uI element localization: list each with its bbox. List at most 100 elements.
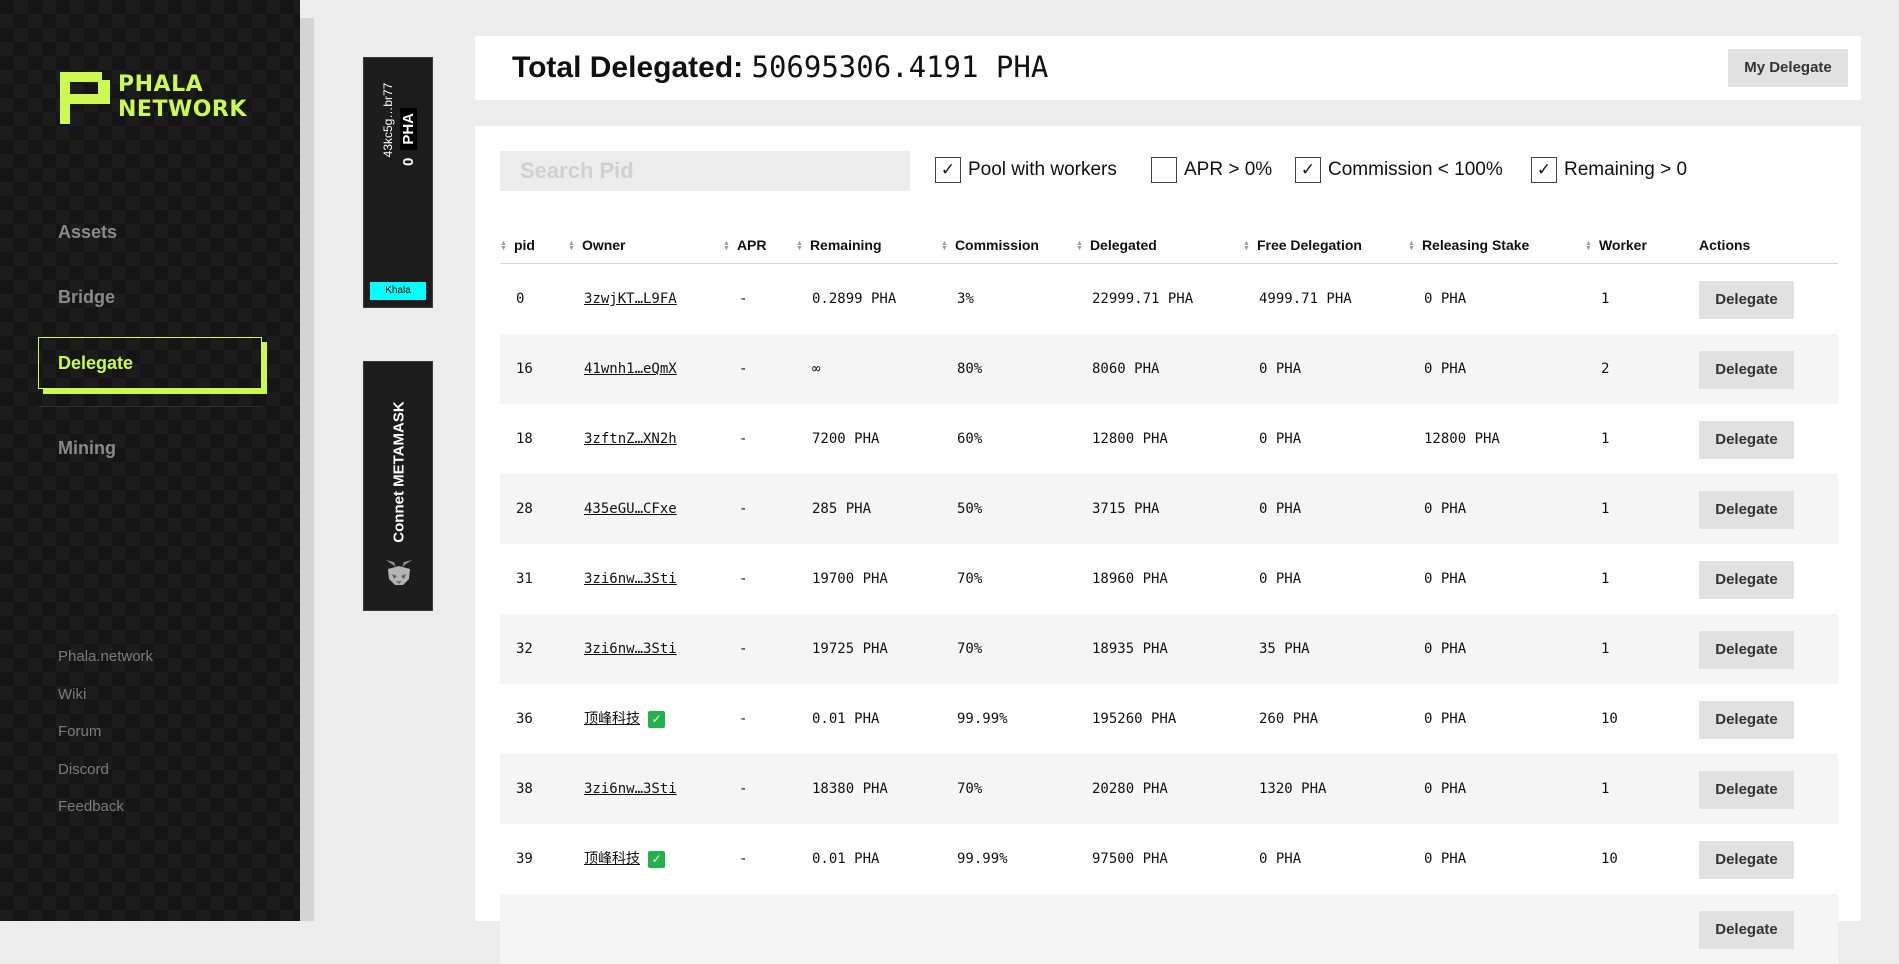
delegated-cell: 8060 PHA: [1092, 361, 1160, 377]
sort-icon: ▲ ▼: [500, 240, 507, 253]
delegate-button[interactable]: Delegate: [1699, 841, 1794, 879]
delegated-cell: 12800 PHA: [1092, 431, 1168, 447]
sort-icon: ▲ ▼: [723, 240, 730, 253]
metamask-fox-icon: [386, 560, 412, 585]
footer-link-discord[interactable]: Discord: [58, 761, 109, 778]
checkbox-commission[interactable]: ✓: [1295, 157, 1321, 183]
table-row: 39 顶峰科技 ✓ - 0.01 PHA 99.99% 97500 PHA 0 PHA 0 PH…: [500, 824, 1838, 894]
delegate-button[interactable]: Delegate: [1699, 281, 1794, 319]
network-badge: Khala: [370, 282, 426, 300]
owner-link[interactable]: 顶峰科技: [584, 851, 640, 867]
nav-item-assets[interactable]: Assets: [58, 222, 118, 242]
column-label: APR: [736, 237, 767, 253]
delegate-button[interactable]: Delegate: [1699, 771, 1794, 809]
sort-icon: ▲ ▼: [1076, 240, 1083, 253]
delegate-button[interactable]: Delegate: [1699, 421, 1794, 459]
filter-remaining[interactable]: ✓ Remaining > 0: [1531, 157, 1687, 183]
sidebar-scroll-track[interactable]: [300, 18, 314, 921]
delegate-button[interactable]: Delegate: [1699, 491, 1794, 529]
commission-cell: 70%: [957, 781, 983, 797]
sort-icon: ▲ ▼: [941, 240, 948, 253]
owner-link[interactable]: 3zi6nw…3Sti: [584, 641, 677, 657]
checkbox-apr[interactable]: [1151, 157, 1177, 183]
remaining-cell: 19700 PHA: [812, 571, 888, 587]
column-header-pid[interactable]: ▲ ▼ pid: [500, 227, 535, 263]
pid-cell: 18: [516, 431, 533, 447]
free-delegation-cell: 1320 PHA: [1259, 781, 1327, 797]
checkmark-icon: ✓: [1536, 160, 1552, 179]
logo-line-2: NETWORK: [118, 97, 247, 122]
owner-link[interactable]: 41wnh1…eQmX: [584, 361, 677, 377]
remaining-cell: 7200 PHA: [812, 431, 880, 447]
column-header-remaining[interactable]: ▲ ▼ Remaining: [796, 227, 882, 263]
owner-link[interactable]: 顶峰科技: [584, 711, 640, 727]
column-header-worker[interactable]: ▲ ▼ Worker: [1585, 227, 1647, 263]
releasing-stake-cell: 0 PHA: [1424, 501, 1467, 517]
worker-cell: 10: [1601, 851, 1618, 867]
column-header-owner[interactable]: ▲ ▼ Owner: [568, 227, 626, 263]
footer-link-wiki[interactable]: Wiki: [58, 686, 87, 703]
nav-item-delegate[interactable]: Delegate: [38, 337, 262, 389]
delegate-button[interactable]: Delegate: [1699, 561, 1794, 599]
owner-link[interactable]: 3zi6nw…3Sti: [584, 571, 677, 587]
sidebar: PHALA NETWORK Assets Bridge Delegate Min…: [0, 0, 300, 921]
delegate-button[interactable]: Delegate: [1699, 631, 1794, 669]
owner-link[interactable]: 3zftnZ…XN2h: [584, 431, 677, 447]
verified-check-icon: ✓: [648, 710, 665, 728]
column-label: Commission: [954, 237, 1039, 253]
filter-commission[interactable]: ✓ Commission < 100%: [1295, 157, 1503, 183]
filter-pool-with-workers[interactable]: ✓ Pool with workers: [935, 157, 1117, 183]
column-header-delegated[interactable]: ▲ ▼ Delegated: [1076, 227, 1157, 263]
footer-link-forum[interactable]: Forum: [58, 723, 102, 740]
owner-link[interactable]: 3zwjKT…L9FA: [584, 291, 677, 307]
delegate-button[interactable]: Delegate: [1699, 701, 1794, 739]
free-delegation-cell: 260 PHA: [1259, 711, 1319, 727]
column-label: Releasing Stake: [1421, 237, 1530, 253]
nav-item-mining[interactable]: Mining: [58, 438, 116, 458]
column-header-free-delegation[interactable]: ▲ ▼ Free Delegation: [1243, 227, 1362, 263]
worker-cell: 1: [1601, 501, 1610, 517]
commission-cell: 60%: [957, 431, 983, 447]
releasing-stake-cell: 12800 PHA: [1424, 431, 1500, 447]
account-card[interactable]: 43kc5g…br77 0 PHA Khala: [363, 57, 433, 308]
remaining-cell: 285 PHA: [812, 501, 872, 517]
footer-link-feedback[interactable]: Feedback: [58, 798, 124, 815]
delegate-button[interactable]: Delegate: [1699, 911, 1794, 949]
free-delegation-cell: 0 PHA: [1259, 851, 1302, 867]
checkbox-pool-with-workers[interactable]: ✓: [935, 157, 961, 183]
checkbox-remaining[interactable]: ✓: [1531, 157, 1557, 183]
phala-logo[interactable]: PHALA NETWORK: [60, 72, 247, 124]
connect-metamask-button[interactable]: Connet METAMASK: [363, 361, 433, 611]
free-delegation-cell: 0 PHA: [1259, 431, 1302, 447]
pid-cell: 38: [516, 781, 533, 797]
verified-check-icon: ✓: [648, 850, 665, 868]
pool-table-card: ✓ Pool with workers APR > 0% ✓ Commissio…: [475, 126, 1861, 964]
pid-cell: 0: [516, 291, 525, 307]
delegated-cell: 18960 PHA: [1092, 571, 1168, 587]
logo-line-1: PHALA: [118, 72, 204, 97]
delegated-cell: 97500 PHA: [1092, 851, 1168, 867]
total-delegated-value: 50695306.4191 PHA: [751, 50, 1049, 84]
pid-cell: 31: [516, 571, 533, 587]
logo-text: PHALA NETWORK: [118, 72, 247, 122]
column-header-releasing-stake[interactable]: ▲ ▼ Releasing Stake: [1408, 227, 1529, 263]
apr-cell: -: [739, 431, 748, 447]
releasing-stake-cell: 0 PHA: [1424, 361, 1467, 377]
owner-link[interactable]: 435eGU…CFxe: [584, 501, 677, 517]
pid-cell: 28: [516, 501, 533, 517]
commission-cell: 80%: [957, 361, 983, 377]
owner-link[interactable]: 3zi6nw…3Sti: [584, 781, 677, 797]
filter-apr[interactable]: APR > 0%: [1151, 157, 1272, 183]
column-header-apr[interactable]: ▲ ▼ APR: [723, 227, 767, 263]
sort-icon: ▲ ▼: [1585, 240, 1592, 253]
table-row: 31 3zi6nw…3Sti - 19700 PHA 70% 18960 PHA 0 PHA…: [500, 544, 1838, 614]
delegate-button[interactable]: Delegate: [1699, 351, 1794, 389]
worker-cell: 1: [1601, 431, 1610, 447]
my-delegate-button[interactable]: My Delegate: [1728, 49, 1848, 87]
search-pid-input[interactable]: [500, 151, 910, 191]
column-header-commission[interactable]: ▲ ▼ Commission: [941, 227, 1039, 263]
footer-link-phala-network[interactable]: Phala.network: [58, 648, 154, 665]
releasing-stake-cell: 0 PHA: [1424, 781, 1467, 797]
apr-cell: -: [739, 641, 748, 657]
nav-item-bridge[interactable]: Bridge: [58, 287, 116, 307]
